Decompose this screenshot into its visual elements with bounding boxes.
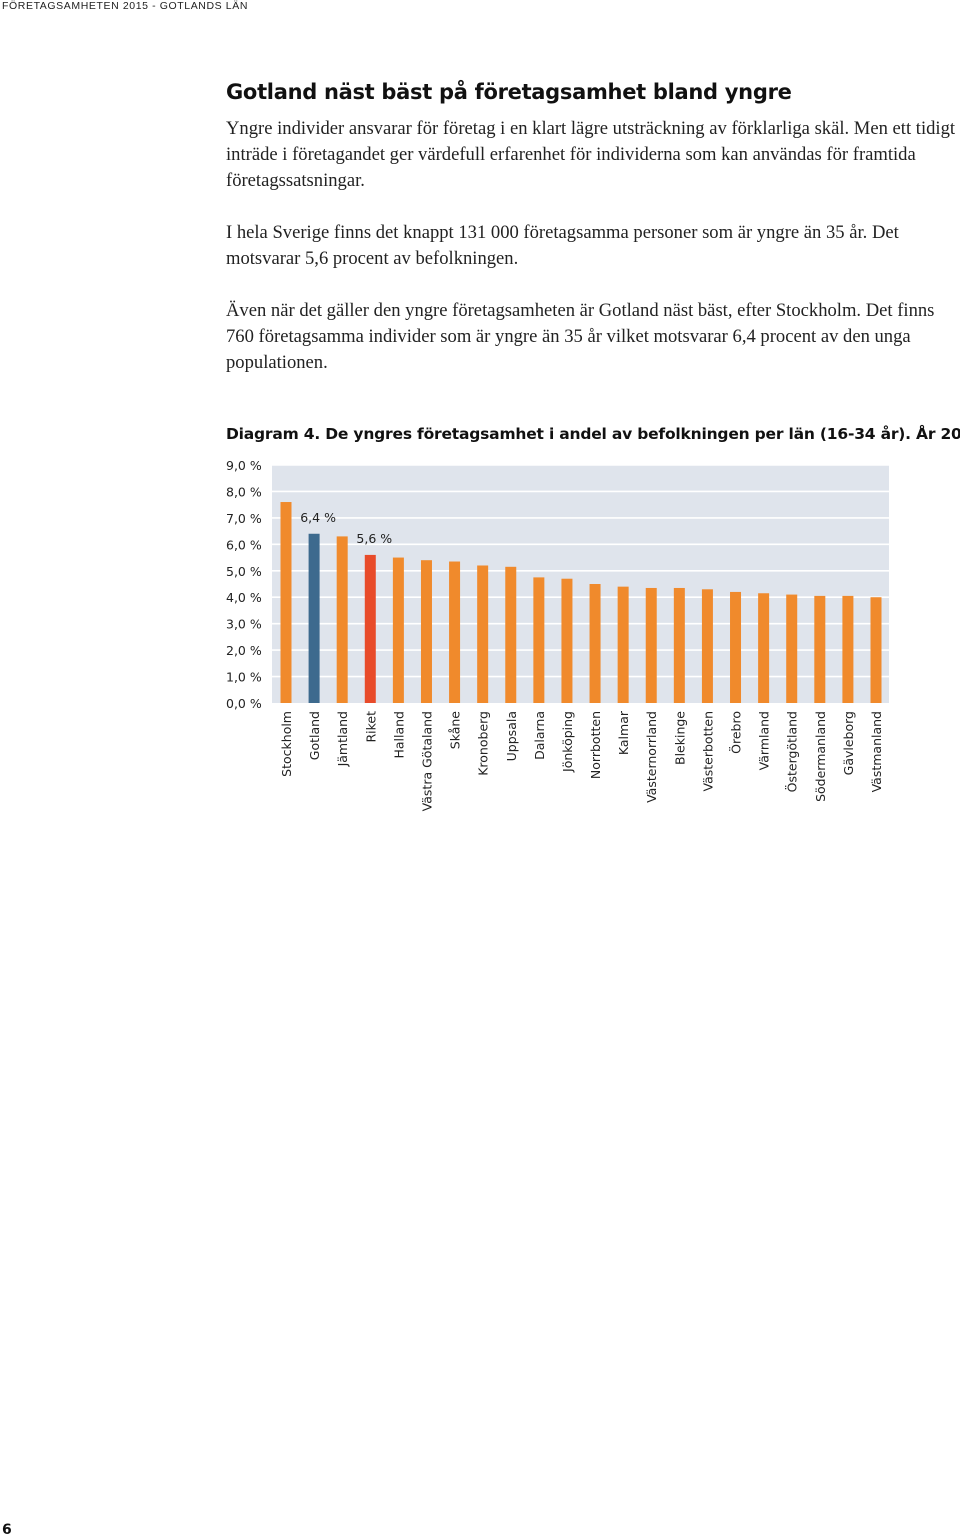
x-tick-label: Halland <box>391 711 406 759</box>
bar-jönköping <box>561 578 573 703</box>
x-tick-label: Skåne <box>448 711 463 750</box>
x-tick-label: Jönköping <box>560 711 575 773</box>
x-tick-label: Örebro <box>728 711 744 754</box>
bar-riket <box>364 554 376 703</box>
x-tick-label: Västmanland <box>869 711 884 792</box>
bar-jämtland <box>336 536 348 703</box>
body-paragraph-2: I hela Sverige finns det knappt 131 000 … <box>226 222 899 269</box>
x-tick-label: Västra Götaland <box>419 711 434 811</box>
x-tick-label: Västernorrland <box>644 711 659 803</box>
y-tick-label: 2,0 % <box>226 643 262 658</box>
bar-västernorrland <box>645 587 657 703</box>
y-tick-label: 5,0 % <box>226 564 262 579</box>
y-tick-label: 0,0 % <box>226 696 262 711</box>
x-tick-label: Dalarna <box>532 711 547 760</box>
bar-dalarna <box>533 577 545 703</box>
x-tick-label: Jämtland <box>335 711 350 767</box>
body-paragraph-3: Även när det gäller den yngre företagsam… <box>226 300 935 373</box>
x-tick-label: Värmland <box>757 711 772 770</box>
bar-västra-götaland <box>420 560 432 703</box>
bar-gotland <box>308 533 320 703</box>
y-tick-label: 4,0 % <box>226 590 262 605</box>
bar-halland <box>392 557 404 703</box>
bar-kronoberg <box>477 565 489 703</box>
x-tick-label: Södermanland <box>813 711 828 802</box>
bar-örebro <box>730 591 742 703</box>
bar-gävleborg <box>842 595 854 703</box>
y-tick-label: 8,0 % <box>226 484 262 499</box>
bar-kalmar <box>617 586 629 703</box>
bar-blekinge <box>673 587 685 703</box>
bar-västerbotten <box>701 589 713 703</box>
bar-norrbotten <box>589 584 601 703</box>
running-header: FÖRETAGSAMHETEN 2015 - GOTLANDS LÄN <box>2 0 249 12</box>
x-tick-label: Kalmar <box>616 710 631 755</box>
article-headline: Gotland näst bäst på företagsamhet bland… <box>226 80 792 104</box>
bar-uppsala <box>505 566 517 703</box>
y-tick-label: 6,0 % <box>226 537 262 552</box>
data-label: 6,4 % <box>300 510 336 525</box>
bar-värmland <box>758 593 770 703</box>
x-tick-label: Norrbotten <box>588 711 603 779</box>
bar-stockholm <box>280 502 292 703</box>
bar-skåne <box>449 561 461 703</box>
x-tick-label: Kronoberg <box>476 711 491 776</box>
y-tick-label: 1,0 % <box>226 670 262 685</box>
y-tick-label: 9,0 % <box>226 458 262 473</box>
bar-östergötland <box>786 594 798 703</box>
bar-västmanland <box>870 597 882 703</box>
data-label: 5,6 % <box>356 531 392 546</box>
x-tick-label: Uppsala <box>504 711 519 761</box>
chart-title: Diagram 4. De yngres företagsamhet i and… <box>226 425 960 443</box>
x-tick-label: Östergötland <box>784 711 800 792</box>
y-tick-label: 3,0 % <box>226 617 262 632</box>
y-tick-label: 7,0 % <box>226 511 262 526</box>
x-tick-label: Riket <box>363 711 378 743</box>
x-tick-label: Blekinge <box>672 711 687 765</box>
x-tick-label: Gotland <box>307 711 322 760</box>
body-paragraph-1: Yngre individer ansvarar för företag i e… <box>226 118 956 191</box>
bar-södermanland <box>814 595 826 703</box>
page-number: 6 <box>2 1522 12 1538</box>
x-tick-label: Stockholm <box>279 711 294 777</box>
x-tick-label: Västerbotten <box>700 711 715 791</box>
x-tick-label: Gävleborg <box>841 711 856 775</box>
